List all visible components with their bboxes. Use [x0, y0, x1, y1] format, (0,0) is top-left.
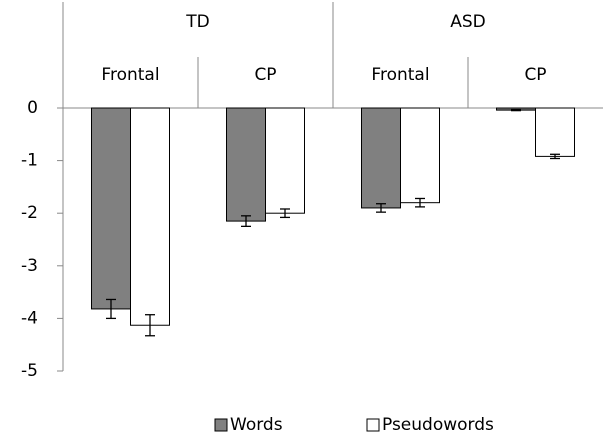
- y-tick-label: -5: [21, 361, 38, 381]
- error-bar: [241, 215, 251, 228]
- error-bar: [106, 298, 116, 320]
- y-tick-label: -4: [21, 308, 38, 328]
- x-tick-label: Frontal: [371, 65, 429, 85]
- y-tick-label: -2: [21, 203, 38, 223]
- x-tick-label: CP: [254, 65, 276, 85]
- x-tick-label: Frontal: [101, 65, 159, 85]
- legend-swatch: [214, 418, 228, 432]
- bar: [361, 107, 401, 209]
- bar: [226, 107, 266, 222]
- bar: [400, 107, 440, 204]
- bar: [91, 107, 131, 310]
- error-bar: [376, 203, 386, 213]
- bar: [265, 107, 305, 214]
- legend-label: Pseudowords: [382, 415, 494, 435]
- legend-swatch: [366, 418, 380, 432]
- error-bar: [550, 153, 560, 160]
- error-bar: [280, 208, 290, 219]
- y-tick-label: -1: [21, 151, 38, 171]
- group-label: ASD: [450, 12, 486, 32]
- error-bar: [511, 108, 521, 112]
- error-bar: [145, 314, 155, 337]
- legend-label: Words: [230, 415, 283, 435]
- bar: [130, 107, 170, 326]
- y-tick-label: 0: [27, 98, 38, 118]
- group-label: TD: [185, 12, 209, 32]
- y-tick-label: -3: [21, 256, 38, 276]
- error-bar: [415, 197, 425, 208]
- x-tick-label: CP: [524, 65, 546, 85]
- bar: [535, 107, 575, 157]
